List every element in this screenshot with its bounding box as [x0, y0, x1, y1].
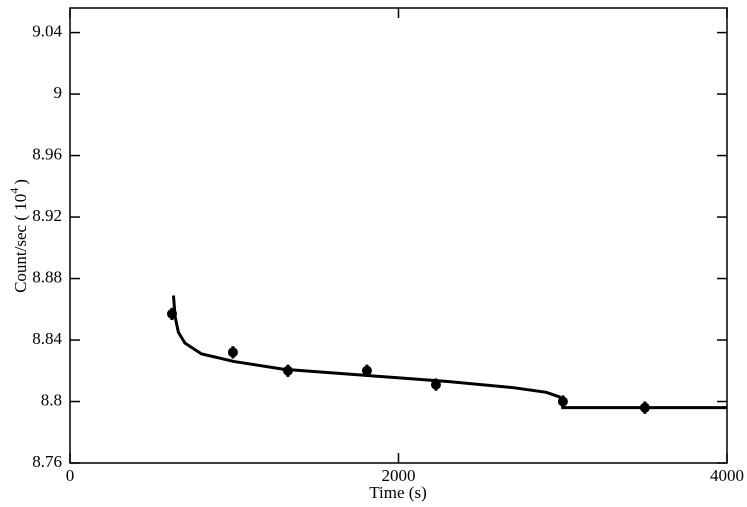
x-tick-label: 0 [66, 466, 75, 485]
y-tick-label: 8.76 [32, 452, 62, 471]
x-axis-label: Time (s) [369, 483, 426, 502]
fit-line [171, 295, 727, 410]
y-tick-label: 8.8 [41, 390, 62, 409]
y-tick-label: 9.04 [32, 22, 62, 41]
plot-frame [69, 7, 728, 464]
y-tick-label: 8.92 [32, 206, 62, 225]
x-tick-label: 4000 [710, 466, 744, 485]
y-label-text: Count/sec ( 10 [11, 194, 30, 293]
y-tick-label: 8.88 [32, 267, 62, 286]
y-tick-label: 9 [54, 83, 63, 102]
y-label-suffix: ) [11, 179, 30, 185]
y-label-exponent: 4 [7, 188, 21, 194]
x-tick-label: 2000 [382, 466, 416, 485]
data-point [361, 365, 372, 376]
y-axis-label: Count/sec ( 104) [7, 179, 30, 293]
y-tick-label: 8.96 [32, 144, 62, 163]
y-tick-label: 8.84 [32, 329, 62, 348]
data-point [227, 347, 238, 358]
